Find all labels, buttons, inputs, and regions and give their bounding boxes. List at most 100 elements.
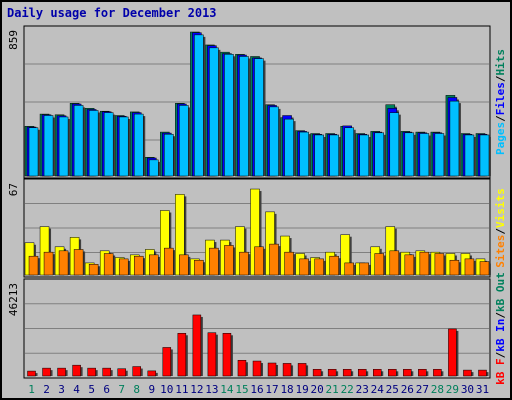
bar-kb-f-26 [403, 369, 412, 377]
x-tick-label-13: 13 [205, 383, 218, 396]
x-tick-label-30: 30 [461, 383, 474, 396]
x-tick-label-31: 31 [476, 383, 489, 396]
legend-entry: / [494, 228, 507, 235]
bar-pages-30 [464, 134, 475, 177]
bar-kb-f-6 [102, 367, 111, 377]
bar-pages-31 [479, 134, 490, 177]
bar-kb-f-23 [357, 369, 367, 377]
x-tick-label-17: 17 [265, 383, 278, 396]
bar-sites-10 [164, 247, 174, 276]
bar-pages-4 [73, 105, 84, 177]
bar-pages-14 [224, 54, 234, 177]
bar-sites-31 [479, 261, 490, 276]
bar-pages-1 [28, 127, 39, 177]
bar-sites-27 [419, 251, 430, 276]
panel-visits-sites: 67 Sites/Visits [7, 178, 507, 278]
x-tick-label-22: 22 [341, 383, 354, 396]
x-tick-label-10: 10 [160, 383, 173, 396]
bar-sites-17 [269, 243, 279, 276]
bar-pages-7 [118, 116, 129, 177]
legend-entry: / [494, 115, 507, 122]
bar-kb-f-2 [42, 367, 51, 377]
bar-sites-12 [194, 259, 204, 276]
bar-sites-18 [284, 251, 294, 276]
bar-kb-f-8 [132, 366, 141, 377]
bar-sites-11 [179, 254, 189, 276]
bar-pages-26 [404, 132, 415, 177]
bar-sites-26 [404, 254, 415, 276]
bar-pages-2 [43, 115, 54, 177]
bar-pages-3 [58, 116, 69, 177]
legend-label: Pages/Files/Hits [494, 49, 507, 155]
legend-entry: Files [494, 82, 507, 115]
bar-sites-4 [73, 249, 84, 276]
x-tick-label-4: 4 [73, 383, 80, 396]
bar-pages-18 [284, 118, 294, 177]
legend-entry: Pages [494, 122, 507, 155]
bar-kb-f-15 [237, 359, 247, 377]
bar-kb-f-31 [478, 369, 487, 377]
bar-pages-16 [254, 58, 264, 177]
bar-pages-21 [329, 134, 339, 177]
bar-kb-f-20 [312, 369, 322, 377]
legend-label: kB F/kB In/kB Out [494, 272, 507, 385]
bar-pages-28 [434, 133, 445, 177]
bar-kb-f-12 [192, 314, 202, 377]
bar-sites-3 [58, 250, 69, 276]
bar-pages-12 [194, 34, 204, 177]
legend-entry: / [494, 312, 507, 319]
x-tick-label-5: 5 [88, 383, 95, 396]
bar-sites-19 [299, 258, 309, 276]
x-tick-label-1: 1 [28, 383, 35, 396]
bar-kb-f-14 [222, 333, 232, 377]
bar-kb-f-22 [342, 369, 352, 377]
x-tick-label-27: 27 [416, 383, 429, 396]
x-tick-label-8: 8 [133, 383, 140, 396]
bar-sites-30 [464, 258, 475, 276]
legend-entry: Hits [494, 49, 507, 76]
legend-label: Sites/Visits [494, 188, 507, 268]
bar-pages-5 [88, 110, 99, 177]
legend-entry: kB Out [494, 272, 507, 312]
x-tick-label-9: 9 [148, 383, 155, 396]
bar-sites-2 [43, 251, 54, 276]
x-tick-label-2: 2 [43, 383, 50, 396]
legend-entry: / [494, 75, 507, 82]
bar-sites-20 [314, 258, 324, 276]
bar-sites-7 [118, 258, 129, 276]
bar-sites-22 [344, 262, 354, 276]
legend-entry: Visits [494, 188, 507, 228]
x-tick-label-6: 6 [103, 383, 110, 396]
bar-pages-13 [209, 47, 219, 177]
y-max-label: 859 [7, 30, 20, 50]
bar-kb-f-29 [448, 328, 457, 377]
bar-sites-24 [374, 253, 385, 276]
bar-kb-f-1 [27, 370, 36, 377]
bar-sites-6 [103, 253, 114, 276]
x-tick-label-14: 14 [220, 383, 234, 396]
bar-pages-11 [179, 105, 189, 177]
panel-kbytes: 46213 kB F/kB In/kB Out [7, 272, 507, 385]
chart-title: Daily usage for December 2013 [7, 6, 217, 20]
bar-kb-f-9 [147, 370, 157, 377]
x-tick-label-16: 16 [250, 383, 263, 396]
x-tick-label-15: 15 [235, 383, 248, 396]
bar-sites-28 [434, 253, 445, 276]
bar-pages-29 [449, 100, 460, 177]
bar-sites-25 [389, 250, 400, 276]
x-tick-label-3: 3 [58, 383, 65, 396]
x-tick-label-21: 21 [326, 383, 339, 396]
x-tick-label-19: 19 [295, 383, 308, 396]
bar-pages-27 [419, 133, 430, 177]
bar-kb-f-4 [72, 364, 81, 377]
y-max-label: 67 [7, 183, 20, 196]
bar-kb-f-21 [327, 369, 337, 377]
bar-kb-f-16 [252, 360, 262, 377]
bar-pages-19 [299, 131, 309, 177]
y-max-label: 46213 [7, 283, 20, 316]
bar-kb-f-10 [162, 347, 172, 377]
legend-entry: / [494, 351, 507, 358]
bar-kb-f-19 [297, 363, 307, 377]
bar-pages-9 [149, 159, 159, 177]
